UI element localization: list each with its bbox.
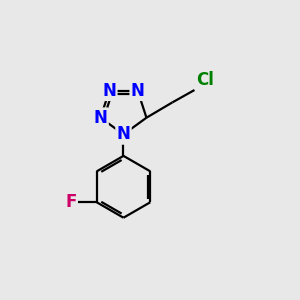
Text: Cl: Cl	[196, 71, 214, 89]
Text: N: N	[94, 109, 107, 127]
Text: N: N	[102, 82, 116, 100]
Text: F: F	[65, 193, 76, 211]
Text: N: N	[131, 82, 145, 100]
Text: N: N	[117, 125, 130, 143]
